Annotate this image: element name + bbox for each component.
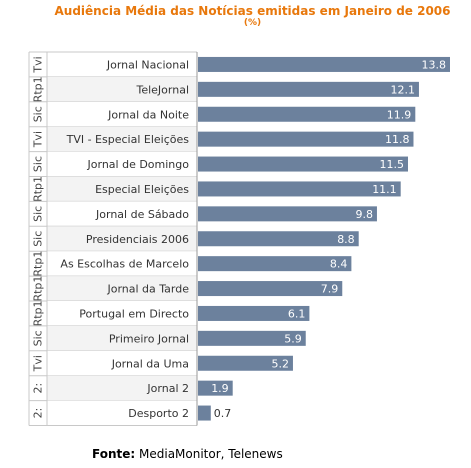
row-background xyxy=(47,375,197,401)
category-label: Jornal de Sábado xyxy=(95,208,189,221)
bar xyxy=(198,206,377,222)
value-label: 7.9 xyxy=(321,283,339,296)
bar xyxy=(198,380,233,396)
row-background xyxy=(47,151,197,177)
bar xyxy=(198,106,416,122)
row-background xyxy=(47,52,197,77)
bar xyxy=(198,330,306,346)
row-background xyxy=(47,350,197,376)
channel-label: Sic xyxy=(32,106,45,122)
value-label: 1.9 xyxy=(211,382,229,395)
value-label: 13.8 xyxy=(422,58,447,71)
category-label: Jornal 2 xyxy=(146,382,189,395)
row-background xyxy=(47,226,197,252)
row-background xyxy=(47,201,197,227)
category-label: Portugal em Directo xyxy=(79,307,189,320)
channel-label: Tvi xyxy=(32,56,45,73)
bar-chart: Tvi Jornal Nacional 13.8 Rtp1 TeleJornal 12.1… xyxy=(28,51,450,426)
row-background xyxy=(47,276,197,301)
chart-title: Audiência Média das Notícias emitidas em… xyxy=(0,4,471,29)
value-label: 11.8 xyxy=(385,133,410,146)
channel-label: Rtp1 xyxy=(32,300,45,326)
category-label: Jornal da Uma xyxy=(111,357,189,370)
category-label: Especial Eleições xyxy=(95,183,189,196)
bar xyxy=(198,305,310,321)
category-label: Presidenciais 2006 xyxy=(86,233,189,246)
value-label: 9.8 xyxy=(355,208,373,221)
bar xyxy=(198,131,414,147)
channel-label: 2: xyxy=(32,408,45,419)
channel-label: Rtp1 xyxy=(32,251,45,277)
chart-title-unit: (%) xyxy=(243,18,262,28)
channel-label: 2: xyxy=(32,383,45,394)
channel-label: Sic xyxy=(32,330,45,346)
bar xyxy=(198,256,352,272)
category-label: As Escolhas de Marcelo xyxy=(60,258,189,271)
category-label: Jornal da Noite xyxy=(107,108,189,121)
value-label: 0.7 xyxy=(214,407,232,420)
value-label: 12.1 xyxy=(390,83,415,96)
channel-label: Sic xyxy=(32,231,45,247)
source-text: MediaMonitor, Telenews xyxy=(139,447,283,461)
value-label: 5.2 xyxy=(271,357,289,370)
source-note: Fonte: MediaMonitor, Telenews xyxy=(92,447,283,461)
channel-label: Sic xyxy=(32,206,45,222)
row-background xyxy=(47,101,197,127)
category-label: Primeiro Jornal xyxy=(109,332,189,345)
value-label: 11.9 xyxy=(387,108,412,121)
bar xyxy=(198,405,211,421)
category-label: Jornal Nacional xyxy=(106,58,189,71)
bar xyxy=(198,81,419,97)
value-label: 8.8 xyxy=(337,233,355,246)
channel-label: Rtp1 xyxy=(32,76,45,102)
channel-label: Tvi xyxy=(32,355,45,372)
bar xyxy=(198,355,293,371)
row-background xyxy=(47,251,197,277)
channel-label: Sic xyxy=(32,156,45,172)
category-label: Jornal da Tarde xyxy=(106,283,189,296)
row-background xyxy=(47,400,197,426)
value-label: 8.4 xyxy=(330,258,348,271)
value-label: 11.5 xyxy=(380,158,405,171)
chart-title-line1: Audiência Média das Notícias emitidas em… xyxy=(54,4,451,18)
category-label: TeleJornal xyxy=(135,83,189,96)
bar xyxy=(198,156,408,172)
bar xyxy=(198,56,450,72)
channel-label: Rtp1 xyxy=(32,276,45,302)
bar xyxy=(198,281,343,297)
category-label: Desporto 2 xyxy=(128,407,189,420)
row-background xyxy=(47,176,197,202)
bar xyxy=(198,231,359,247)
row-background xyxy=(47,76,197,102)
bar xyxy=(198,181,401,197)
category-label: Jornal de Domingo xyxy=(87,158,190,171)
value-label: 6.1 xyxy=(288,307,306,320)
row-background xyxy=(47,301,197,326)
row-background xyxy=(47,325,197,351)
channel-label: Tvi xyxy=(32,131,45,148)
source-label: Fonte: xyxy=(92,447,136,461)
value-label: 5.9 xyxy=(284,332,302,345)
category-label: TVI - Especial Eleições xyxy=(66,133,190,146)
row-background xyxy=(47,126,197,152)
channel-label: Rtp1 xyxy=(32,176,45,202)
value-label: 11.1 xyxy=(372,183,397,196)
